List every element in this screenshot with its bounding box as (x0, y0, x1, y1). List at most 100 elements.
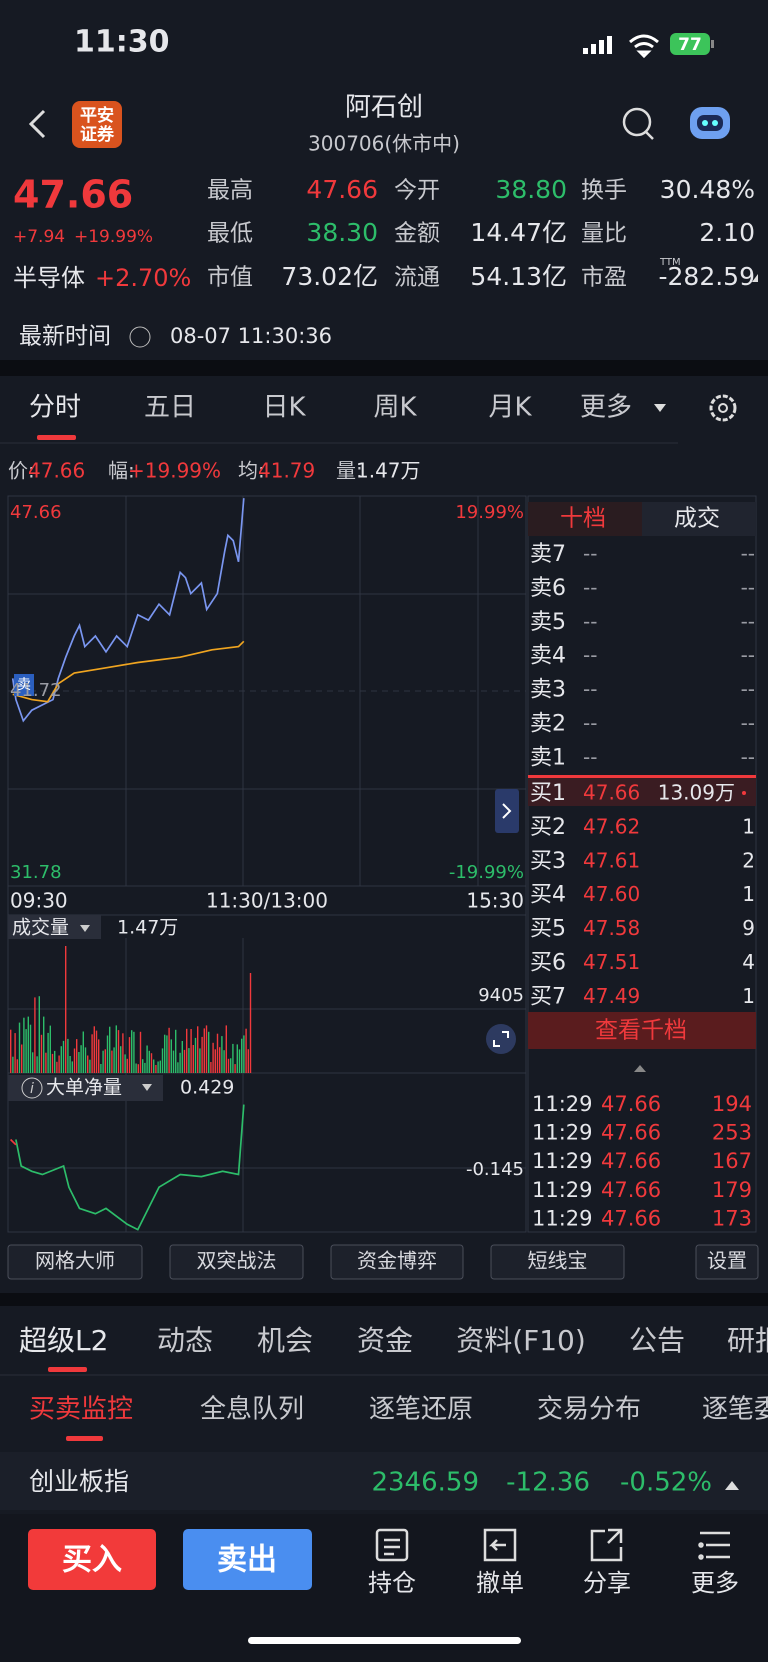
stat-value: 47.66 (306, 175, 378, 204)
y-label: 47.66 (10, 502, 62, 523)
chart-tab[interactable]: 日K (262, 393, 306, 423)
battery (670, 33, 710, 55)
x-label: 15:30 (466, 889, 524, 913)
buy-label[interactable]: 买入 (62, 1543, 122, 1578)
ob-tab[interactable]: 成交 (674, 506, 720, 532)
ob-divider (528, 775, 756, 778)
action-label[interactable]: 撤单 (476, 1569, 524, 1597)
info-value: +19.99% (128, 459, 221, 483)
action-label[interactable]: 更多 (691, 1569, 739, 1597)
info-label: 幅: (108, 459, 135, 483)
buy-button[interactable] (28, 1529, 156, 1590)
trade-time: 11:29 (532, 1121, 593, 1145)
volume-bar (65, 946, 67, 1073)
bid-label: 买3 (530, 849, 566, 874)
sub-tab[interactable]: 逐笔委 (702, 1395, 768, 1425)
depth-button[interactable] (528, 1012, 756, 1049)
volume-bar (78, 1052, 80, 1073)
fullscreen-button[interactable] (486, 1024, 516, 1054)
bid-volume: 2 (742, 848, 755, 872)
net-line (15, 1104, 245, 1231)
detail-tab[interactable]: 资金 (357, 1324, 413, 1357)
detail-tab[interactable]: 研报 (727, 1324, 768, 1357)
volume-label[interactable]: 成交量 (12, 917, 69, 939)
tool-button[interactable] (695, 1244, 759, 1280)
big-order-label[interactable]: 大单净量 (46, 1077, 122, 1099)
price: 47.66 (13, 173, 133, 217)
tool-label[interactable]: 短线宝 (528, 1249, 588, 1273)
tool-label[interactable]: 资金博弈 (357, 1249, 437, 1273)
volume-bar (179, 1052, 181, 1073)
depth-button-label[interactable]: 查看千档 (595, 1018, 687, 1044)
sub-tab[interactable]: 买卖监控 (29, 1395, 133, 1425)
ob-tab[interactable]: 十档 (560, 506, 606, 532)
volume-bar (14, 1033, 16, 1073)
fullscreen-icon (493, 1031, 509, 1047)
more-arrow (654, 404, 666, 412)
volume-bar (47, 1032, 49, 1073)
trade-price: 47.66 (601, 1149, 661, 1173)
volume-bar (139, 1031, 142, 1073)
index-value: 2346.59 (371, 1468, 479, 1498)
volume-bar (225, 1025, 227, 1073)
stat-value: 2.10 (699, 218, 755, 247)
volume-bar (36, 1056, 38, 1073)
volume-bar (234, 1064, 236, 1073)
stat-value: 14.47亿 (470, 218, 567, 247)
chart-tab[interactable]: 更多 (580, 393, 632, 423)
volume-bar (76, 1039, 78, 1073)
broker-logo (72, 101, 122, 148)
index-change-pct: -0.52% (620, 1468, 712, 1498)
trade-price: 47.66 (601, 1178, 661, 1202)
stat-label: 今开 (394, 178, 440, 204)
detail-tab[interactable]: 资料(F10) (456, 1324, 586, 1357)
chart-tab[interactable]: 周K (373, 393, 417, 423)
stat-label: 金额 (394, 221, 440, 247)
tool-button[interactable] (7, 1244, 143, 1280)
volume-bar (241, 1038, 243, 1073)
expand-tab[interactable] (495, 789, 519, 833)
volume-bar (54, 1050, 56, 1073)
tool-button[interactable] (490, 1244, 625, 1280)
action-icons (375, 1528, 730, 1562)
tool-label[interactable]: 网格大师 (35, 1249, 115, 1273)
volume-bar (95, 1030, 98, 1073)
expand-arrow[interactable] (725, 1481, 739, 1490)
detail-tab[interactable]: 动态 (157, 1324, 213, 1357)
settings-button[interactable] (709, 394, 737, 422)
detail-tab[interactable]: 机会 (257, 1324, 313, 1357)
sub-tab[interactable]: 交易分布 (537, 1395, 641, 1425)
action-label[interactable]: 持仓 (368, 1569, 416, 1597)
ask-label: 卖5 (530, 610, 566, 635)
stat-label: 换手 (581, 178, 627, 204)
home-indicator (248, 1637, 521, 1644)
collapse-arrow[interactable] (634, 1065, 646, 1072)
volume-bar (98, 1039, 100, 1073)
chart-tab[interactable]: 五日 (144, 393, 196, 423)
detail-tab[interactable]: 公告 (629, 1324, 685, 1357)
sub-tab[interactable]: 全息队列 (200, 1395, 304, 1425)
chevron (502, 803, 512, 819)
tool-label[interactable]: 双突战法 (197, 1249, 277, 1273)
sector: 半导体 (13, 264, 85, 292)
chart-tab[interactable]: 月K (488, 393, 532, 423)
bid-volume: 1 (742, 882, 755, 906)
info-label: 均: (238, 459, 265, 483)
tool-label[interactable]: 设置 (707, 1249, 747, 1273)
volume-bar (201, 1036, 203, 1073)
sell-label[interactable]: 卖出 (217, 1543, 277, 1578)
ask-volume: -- (741, 643, 755, 667)
sell-button[interactable] (183, 1529, 312, 1590)
tool-button[interactable] (169, 1244, 304, 1280)
search-button[interactable] (622, 107, 652, 137)
x-label: 11:30/13:00 (206, 889, 328, 913)
chart-tab[interactable]: 分时 (29, 393, 81, 423)
tool-button[interactable] (330, 1244, 464, 1280)
info-value: 47.66 (28, 459, 85, 483)
ask-volume: -- (741, 609, 755, 633)
back-button[interactable] (28, 109, 46, 139)
volume-bar (159, 1060, 161, 1073)
action-label[interactable]: 分享 (583, 1569, 631, 1597)
sub-tab[interactable]: 逐笔还原 (369, 1395, 473, 1425)
detail-tab[interactable]: 超级L2 (19, 1324, 108, 1357)
